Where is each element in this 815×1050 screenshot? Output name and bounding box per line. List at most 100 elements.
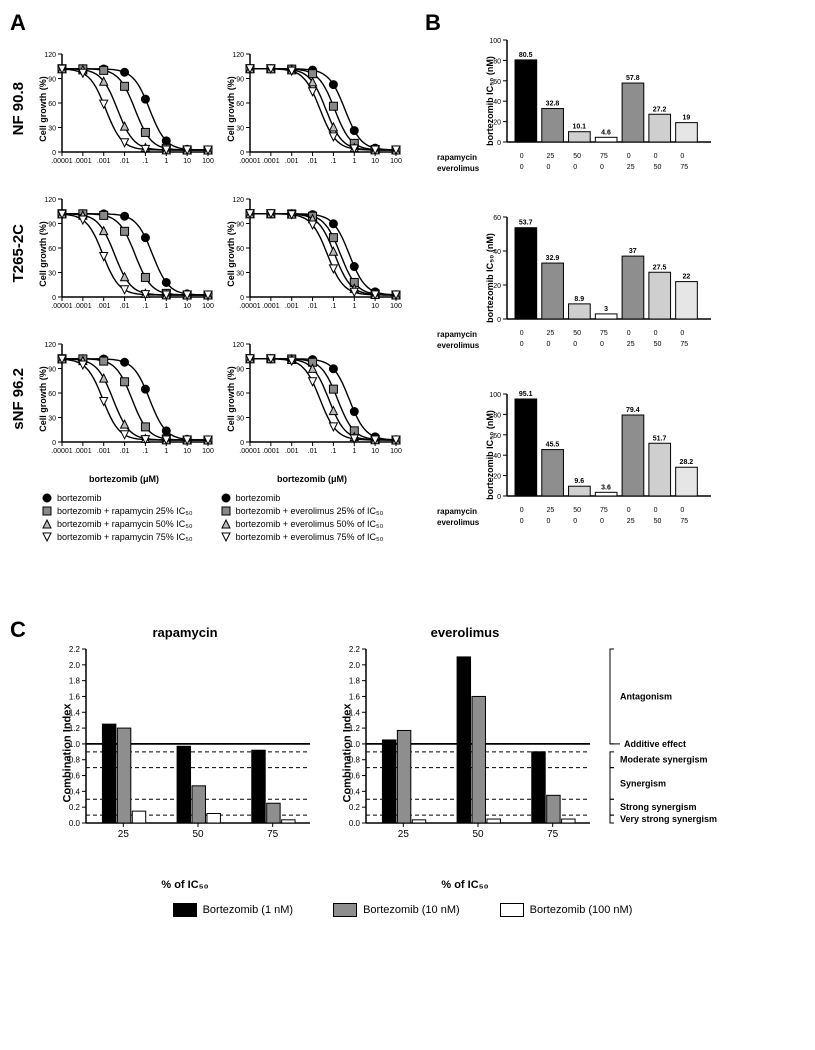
svg-text:32.8: 32.8 [546,101,560,108]
svg-text:90: 90 [48,221,56,228]
svg-text:.00001: .00001 [239,158,261,165]
svg-text:100: 100 [390,448,402,455]
svg-text:0: 0 [240,295,244,302]
cell-line-label: NF 90.8 [10,82,34,135]
svg-text:.01: .01 [120,158,130,165]
svg-text:.001: .001 [97,303,111,310]
svg-text:Synergism: Synergism [620,778,666,788]
dose-row-label: everolimus [437,341,479,350]
svg-text:32.9: 32.9 [546,255,560,262]
svg-text:90: 90 [48,366,56,373]
svg-text:0: 0 [52,295,56,302]
svg-text:3: 3 [604,306,608,313]
svg-text:0.0: 0.0 [69,819,81,828]
legend-item: bortezomib + rapamycin 50% IC₅₀ [42,519,193,529]
svg-text:30: 30 [48,415,56,422]
dose-row-label: rapamycin [437,507,477,516]
panel-a-label: A [10,10,420,36]
legend-item: bortezomib + rapamycin 75% IC₅₀ [42,532,193,542]
svg-text:.001: .001 [97,158,111,165]
svg-text:60: 60 [236,101,244,108]
svg-text:30: 30 [236,125,244,132]
svg-text:.1: .1 [143,303,149,310]
legend-item: bortezomib [42,493,193,503]
svg-text:79.4: 79.4 [626,407,640,414]
svg-text:75: 75 [267,829,279,840]
svg-text:10: 10 [371,158,379,165]
svg-text:120: 120 [44,197,56,204]
svg-text:60: 60 [236,246,244,253]
svg-text:0.2: 0.2 [69,803,81,812]
svg-text:.00001: .00001 [51,158,73,165]
svg-text:0: 0 [497,317,501,324]
svg-text:.1: .1 [143,448,149,455]
cell-line-label: T265-2C [10,224,34,282]
svg-text:90: 90 [236,221,244,228]
svg-text:.00001: .00001 [239,448,261,455]
ic50-bar-chart: bortezomib IC₅₀ (nM)02040608010080.532.8… [475,36,735,181]
svg-text:2.0: 2.0 [69,661,81,670]
svg-text:8.9: 8.9 [574,296,584,303]
svg-text:1.8: 1.8 [349,677,361,686]
svg-text:1.6: 1.6 [69,692,81,701]
svg-text:120: 120 [44,342,56,349]
svg-text:.0001: .0001 [262,448,280,455]
x-axis-label: % of IC₅₀ [441,879,488,891]
svg-text:.001: .001 [285,303,299,310]
combination-index-chart: rapamycinCombination Index% of IC₅₀0.00.… [50,643,320,863]
svg-text:60: 60 [236,391,244,398]
svg-text:60: 60 [48,246,56,253]
svg-text:Antagonism: Antagonism [620,691,672,701]
svg-text:30: 30 [48,125,56,132]
svg-text:1.6: 1.6 [349,692,361,701]
dose-row-label: rapamycin [437,330,477,339]
y-axis-label: Cell growth (%) [38,221,48,287]
dose-response-chart: Cell growth (%)0306090120.00001.0001.001… [34,189,214,319]
svg-text:90: 90 [48,76,56,83]
panel-a: A NF 90.8 Cell growth (%) 0 30 60 90 120 .00001… [10,10,420,567]
svg-text:90: 90 [236,76,244,83]
legend-item: Bortezomib (10 nM) [333,903,460,917]
svg-text:37: 37 [629,248,637,255]
legend-item: bortezomib + everolimus 25% of IC₅₀ [221,506,384,516]
svg-text:60: 60 [48,101,56,108]
svg-text:100: 100 [489,38,501,45]
svg-text:.01: .01 [308,448,318,455]
svg-text:.00001: .00001 [51,303,73,310]
legend-item: bortezomib + rapamycin 25% IC₅₀ [42,506,193,516]
svg-text:100: 100 [489,392,501,399]
svg-text:100: 100 [202,158,214,165]
svg-text:120: 120 [232,342,244,349]
svg-text:100: 100 [202,448,214,455]
dose-response-chart: Cell growth (%)0306090120.00001.0001.001… [222,44,402,174]
svg-text:.00001: .00001 [51,448,73,455]
ic50-bar-chart: bortezomib IC₅₀ (nM)02040608010095.145.5… [475,390,735,535]
svg-text:0: 0 [497,494,501,501]
svg-text:120: 120 [44,52,56,59]
y-axis-label: bortezomib IC₅₀ (nM) [485,56,495,146]
svg-text:.0001: .0001 [262,158,280,165]
y-axis-label: Cell growth (%) [38,366,48,432]
svg-text:30: 30 [236,270,244,277]
svg-text:120: 120 [232,197,244,204]
svg-text:19: 19 [682,115,690,122]
svg-text:0: 0 [497,140,501,147]
svg-text:0.0: 0.0 [349,819,361,828]
x-axis-label: bortezomib (μM) [277,474,347,484]
svg-text:.0001: .0001 [74,158,92,165]
svg-text:25: 25 [118,829,130,840]
dose-response-chart: Cell growth (%)bortezomib (μM)0306090120… [34,334,214,464]
x-axis-label: % of IC₅₀ [161,879,208,891]
svg-text:Very strong synergism: Very strong synergism [620,814,717,824]
svg-text:51.7: 51.7 [653,435,667,442]
svg-text:3.6: 3.6 [601,484,611,491]
svg-text:1: 1 [352,448,356,455]
svg-text:0: 0 [240,150,244,157]
svg-text:95.1: 95.1 [519,391,533,398]
svg-text:75: 75 [547,829,559,840]
panel-b-label: B [425,10,795,36]
y-axis-label: bortezomib IC₅₀ (nM) [485,410,495,500]
svg-text:30: 30 [236,415,244,422]
dose-row-label: rapamycin [437,153,477,162]
svg-text:25: 25 [398,829,410,840]
